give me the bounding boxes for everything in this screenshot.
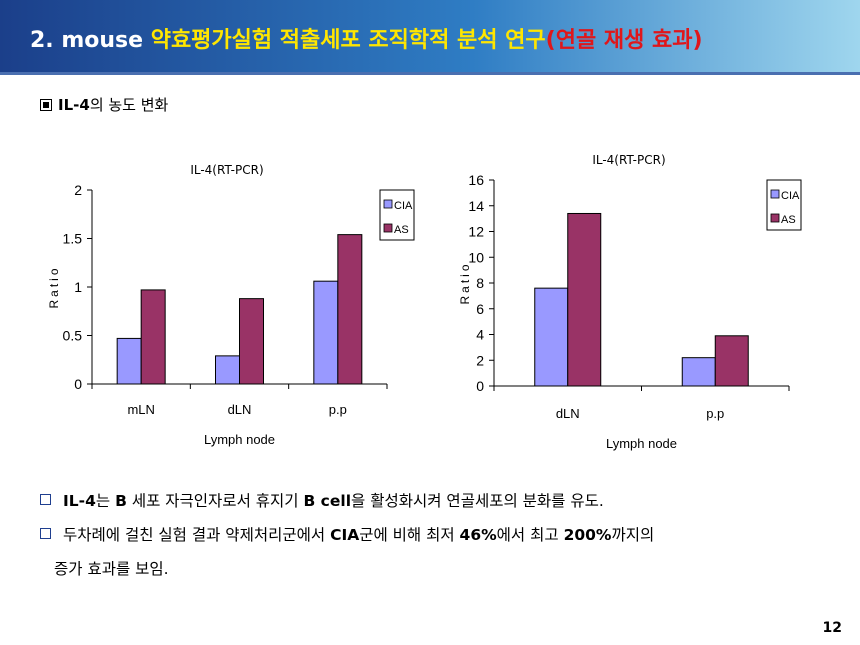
bullet-text: 을 활성화시켜 연골세포의 분화를 유도. (351, 492, 604, 510)
bullet-list: IL-4는 B 세포 자극인자로서 휴지기 B cell을 활성화시켜 연골세포… (40, 484, 654, 586)
bar-cia-p.p (313, 280, 339, 385)
checkbox-bullet-icon (40, 528, 51, 539)
y-tick-label: 0.5 (63, 328, 83, 344)
bullet-text: 세포 자극인자로서 휴지기 (126, 492, 304, 510)
y-tick-label: 1.5 (63, 231, 83, 247)
bullet-text: 는 (95, 492, 116, 510)
bullet-text: 200% (563, 526, 612, 544)
bar-cia-mln (116, 337, 142, 385)
y-tick-label: 6 (476, 301, 484, 317)
slide-header: 2. mouse 약효평가실험 적출세포 조직학적 분석 연구(연골 재생 효과… (0, 0, 860, 75)
bullet-text: 까지의 (611, 526, 655, 544)
bullet-text: CIA (330, 526, 360, 544)
x-axis-label: Lymph node (606, 436, 677, 451)
x-category-label: dLN (556, 406, 580, 421)
legend-label-cia: CIA (781, 190, 800, 202)
chart-title: IL-4(RT-PCR) (190, 163, 263, 177)
bullet-text: 46% (459, 526, 497, 544)
bar-cia-dln (534, 287, 569, 387)
checkbox-bullet-icon (40, 494, 51, 505)
y-tick-label: 16 (468, 172, 484, 188)
bullet-text: 에서 최고 (496, 526, 564, 544)
y-tick-label: 4 (476, 327, 484, 343)
y-tick-label: 12 (468, 224, 484, 240)
bar-cia-dln (215, 355, 240, 385)
legend-box (766, 179, 802, 231)
y-tick-label: 10 (468, 249, 484, 265)
x-axis-label: Lymph node (204, 432, 275, 447)
bar-as-p.p (337, 234, 363, 385)
legend-swatch-cia (383, 199, 393, 209)
bar-cia-p.p (681, 357, 716, 387)
bullet-text: IL-4 (63, 492, 96, 510)
title-part-2: 약효평가실험 적출세포 조직학적 분석 연구 (150, 28, 546, 53)
legend-swatch-as (383, 223, 393, 233)
y-axis-label: Ratio (47, 265, 61, 308)
bar-as-p.p (714, 335, 749, 387)
bullet-text: B cell (303, 492, 352, 510)
legend-label-as: AS (781, 214, 796, 226)
chart-il4-right: IL-4(RT-PCR) 0 2 4 6 8 10 12 14 16 dLN p.p Lymph nod… (458, 153, 802, 451)
x-category-label: p.p (706, 406, 724, 421)
section-heading: IL-4의 농도 변화 (40, 94, 168, 115)
title-part-1: 2. mouse (30, 28, 151, 53)
square-bullet-icon (40, 99, 52, 111)
y-tick-label: 8 (476, 275, 484, 291)
bar-as-dln (239, 298, 264, 385)
bullet-item: IL-4는 B 세포 자극인자로서 휴지기 B cell을 활성화시켜 연골세포… (40, 484, 654, 518)
bullet-text: 두차례에 걸친 실험 결과 약제처리군에서 (63, 526, 331, 544)
y-tick-label: 0 (74, 376, 82, 392)
bullet-item: 두차례에 걸친 실험 결과 약제처리군에서 CIA군에 비해 최저 46%에서 … (40, 518, 654, 552)
bullet-text: 군에 비해 최저 (359, 526, 460, 544)
y-axis-label: Ratio (458, 261, 472, 304)
bar-as-mln (140, 289, 166, 385)
section-label-rest: 의 농도 변화 (89, 96, 169, 114)
y-tick-label: 14 (468, 198, 484, 214)
chart-title: IL-4(RT-PCR) (592, 153, 665, 167)
legend-swatch-cia (770, 189, 780, 199)
section-label-bold: IL-4 (58, 96, 90, 114)
legend-swatch-as (770, 213, 780, 223)
legend-label-as: AS (394, 224, 409, 236)
x-category-label: dLN (228, 402, 252, 417)
bullet-text: B (115, 492, 127, 510)
title-part-3: (연골 재생 효과) (545, 28, 703, 53)
x-category-label: p.p (329, 402, 347, 417)
y-tick-label: 2 (476, 352, 484, 368)
bar-as-dln (567, 212, 602, 387)
legend-label-cia: CIA (394, 200, 413, 212)
x-category-label: mLN (127, 402, 154, 417)
y-tick-label: 2 (74, 182, 82, 198)
y-tick-label: 0 (476, 378, 484, 394)
bullet-item: 증가 효과를 보임. (40, 552, 654, 586)
y-tick-label: 1 (74, 279, 82, 295)
chart-il4-left: IL-4(RT-PCR) 0 0.5 1 1.5 2 mLN dLN p.p Lymph node… (47, 163, 415, 447)
slide-title: 2. mouse 약효평가실험 적출세포 조직학적 분석 연구(연골 재생 효과… (30, 22, 703, 54)
page-number: 12 (822, 620, 842, 636)
bullet-text: 증가 효과를 보임. (54, 560, 169, 578)
